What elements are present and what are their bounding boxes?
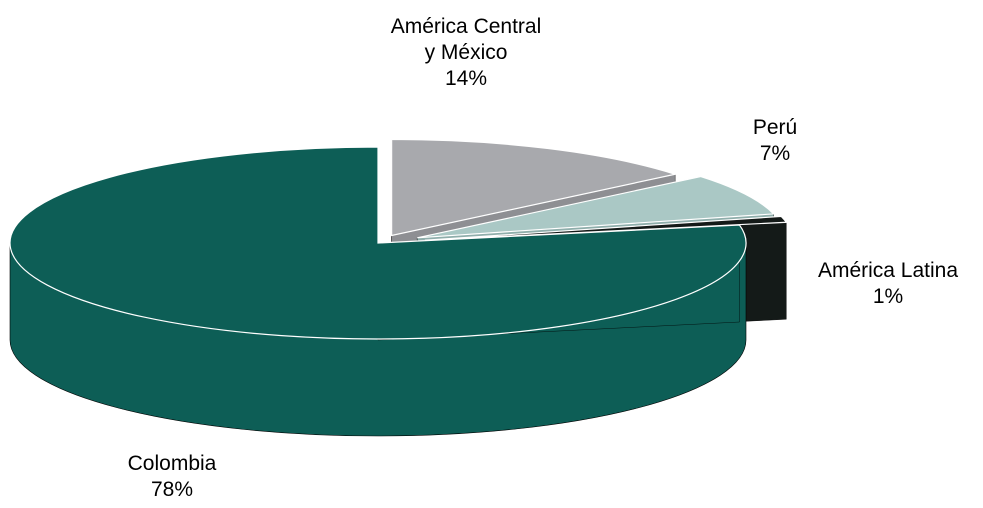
pie-category-label: y México [425, 41, 508, 64]
pie-slice-am-rica-central-y-m-xico [391, 138, 678, 237]
pie-slice-am-rica-latina [424, 215, 788, 241]
pie-category-label: Perú [753, 116, 797, 139]
pie-value-label: 14% [445, 67, 487, 90]
pie-label-am-rica-latina: América Latina 1% [818, 259, 958, 308]
pie-slice-colombia [9, 146, 747, 340]
pie-value-label: 78% [151, 478, 193, 501]
pie-category-label: América Central [391, 15, 542, 38]
pie-label-per-: Perú 7% [753, 116, 797, 165]
pie-label-colombia: Colombia 78% [128, 452, 217, 501]
pie-value-label: 1% [873, 285, 903, 308]
pie-slice-per- [417, 175, 775, 239]
pie-category-label: Colombia [128, 452, 217, 475]
pie-category-label: América Latina [818, 259, 958, 282]
pie-label-am-rica-central-y-m-xico: América Central y México 14% [391, 15, 542, 90]
pie-value-label: 7% [760, 142, 790, 165]
